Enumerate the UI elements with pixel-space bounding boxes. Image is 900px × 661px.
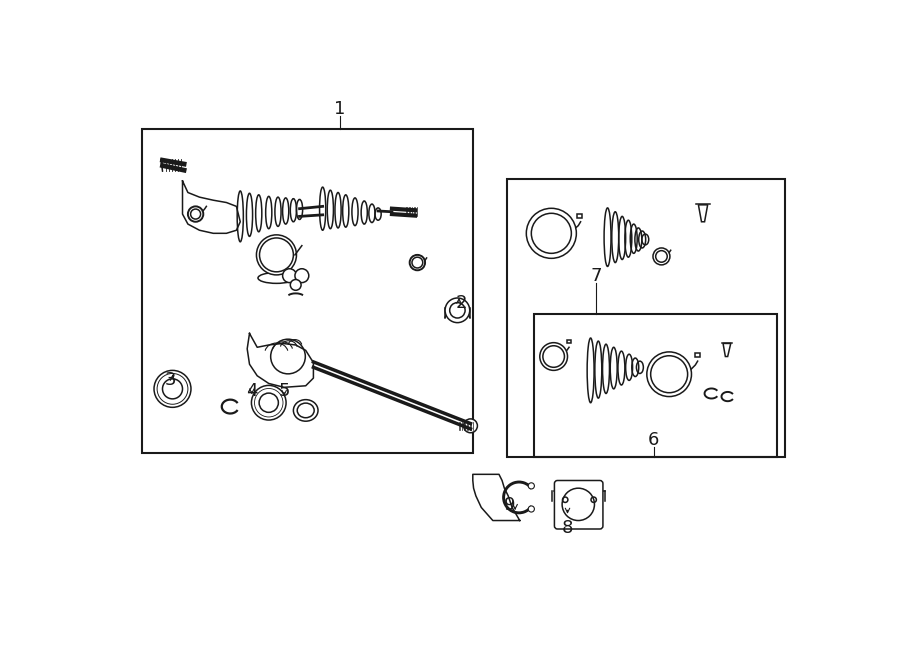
Text: 3: 3 — [165, 371, 176, 389]
Bar — [141, 130, 472, 453]
Text: 7: 7 — [590, 266, 602, 285]
Ellipse shape — [256, 235, 296, 275]
FancyBboxPatch shape — [554, 481, 603, 529]
Ellipse shape — [446, 298, 470, 323]
Text: 9: 9 — [504, 496, 516, 514]
Ellipse shape — [251, 385, 286, 420]
Circle shape — [295, 269, 309, 283]
Ellipse shape — [188, 206, 203, 222]
Bar — [695, 354, 700, 358]
Ellipse shape — [293, 400, 318, 421]
Text: 8: 8 — [562, 520, 573, 537]
Text: 2: 2 — [455, 293, 467, 311]
Ellipse shape — [653, 248, 670, 265]
Bar — [567, 340, 572, 344]
Bar — [577, 214, 582, 218]
Polygon shape — [723, 344, 731, 356]
Circle shape — [528, 483, 535, 489]
Ellipse shape — [464, 419, 477, 433]
Ellipse shape — [526, 208, 576, 258]
Bar — [535, 314, 777, 457]
Text: 1: 1 — [334, 100, 346, 118]
Ellipse shape — [540, 342, 568, 370]
Text: 4: 4 — [246, 382, 257, 400]
Text: 6: 6 — [648, 431, 660, 449]
Bar — [508, 179, 785, 457]
Circle shape — [291, 280, 302, 290]
Ellipse shape — [410, 255, 425, 270]
Circle shape — [283, 269, 296, 283]
Polygon shape — [698, 205, 707, 222]
Ellipse shape — [647, 352, 691, 397]
Circle shape — [528, 506, 535, 512]
Ellipse shape — [154, 370, 191, 407]
Text: 5: 5 — [278, 382, 290, 400]
